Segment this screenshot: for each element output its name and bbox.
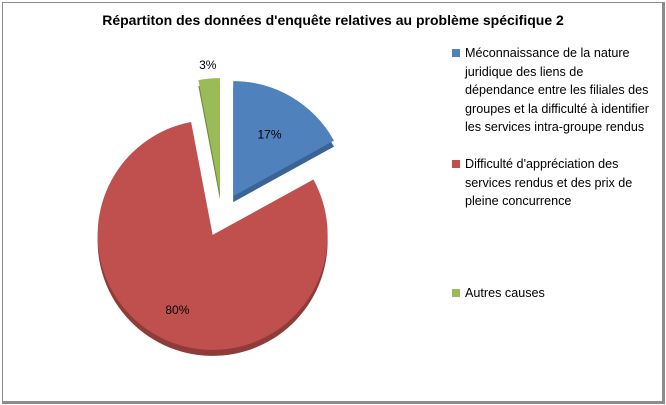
data-label-2: 3% xyxy=(199,58,217,72)
legend-item-2: Autres causes xyxy=(452,284,652,303)
chart-title: Répartiton des données d'enquête relativ… xyxy=(102,12,564,28)
legend-swatch-0 xyxy=(452,49,460,57)
legend-label-2: Autres causes xyxy=(465,286,545,300)
data-label-1: 80% xyxy=(165,303,189,317)
legend-item-1: Difficulté d'appréciation des services r… xyxy=(452,155,652,211)
legend-swatch-1 xyxy=(452,160,460,168)
legend-swatch-2 xyxy=(452,289,460,297)
pie-slice-1 xyxy=(97,121,328,350)
data-label-0: 17% xyxy=(257,128,281,142)
legend-label-0: Méconnaissance de la nature juridique de… xyxy=(465,46,649,134)
pie-slice-2 xyxy=(198,78,220,194)
legend-label-1: Difficulté d'appréciation des services r… xyxy=(465,157,633,208)
legend-item-0: Méconnaissance de la nature juridique de… xyxy=(452,44,652,137)
pie-slice-0 xyxy=(233,81,334,197)
